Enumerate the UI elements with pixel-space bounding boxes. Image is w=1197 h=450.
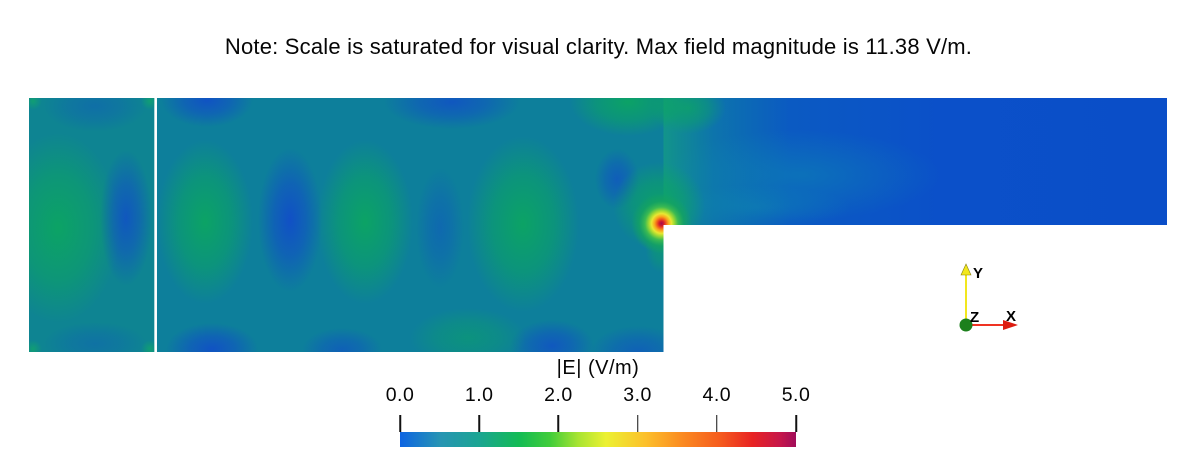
tick-mark bbox=[557, 415, 560, 432]
colorbar: |E| (V/m) 0.0 1.0 2.0 3.0 4.0 5.0 bbox=[386, 357, 810, 449]
colorbar-gradient bbox=[400, 432, 796, 447]
tick-label: 4.0 bbox=[702, 384, 732, 406]
tick-label: 3.0 bbox=[623, 384, 652, 406]
tick-label: 5.0 bbox=[781, 384, 811, 406]
tick-mark bbox=[716, 415, 718, 432]
tick-mark bbox=[478, 415, 480, 432]
colorbar-tick-labels: 0.0 1.0 2.0 3.0 4.0 5.0 bbox=[386, 384, 810, 406]
y-axis-label: Y bbox=[973, 265, 983, 282]
tick-mark bbox=[636, 415, 639, 432]
z-axis-label: Z bbox=[970, 309, 979, 326]
y-axis-arrow bbox=[960, 263, 972, 325]
orientation-axes-widget: Y Z X bbox=[959, 263, 1018, 332]
colorbar-ticks bbox=[399, 415, 797, 432]
note-text: Note: Scale is saturated for visual clar… bbox=[224, 34, 973, 59]
tick-label: 1.0 bbox=[464, 384, 494, 406]
colorbar-title: |E| (V/m) bbox=[556, 357, 640, 379]
tick-label: 2.0 bbox=[544, 384, 573, 406]
tick-mark bbox=[399, 415, 401, 432]
tick-mark bbox=[795, 415, 797, 432]
field-lobes bbox=[29, 98, 940, 352]
z-axis-dot bbox=[959, 318, 973, 332]
x-axis-label: X bbox=[1006, 308, 1016, 325]
tick-label: 0.0 bbox=[385, 384, 415, 406]
